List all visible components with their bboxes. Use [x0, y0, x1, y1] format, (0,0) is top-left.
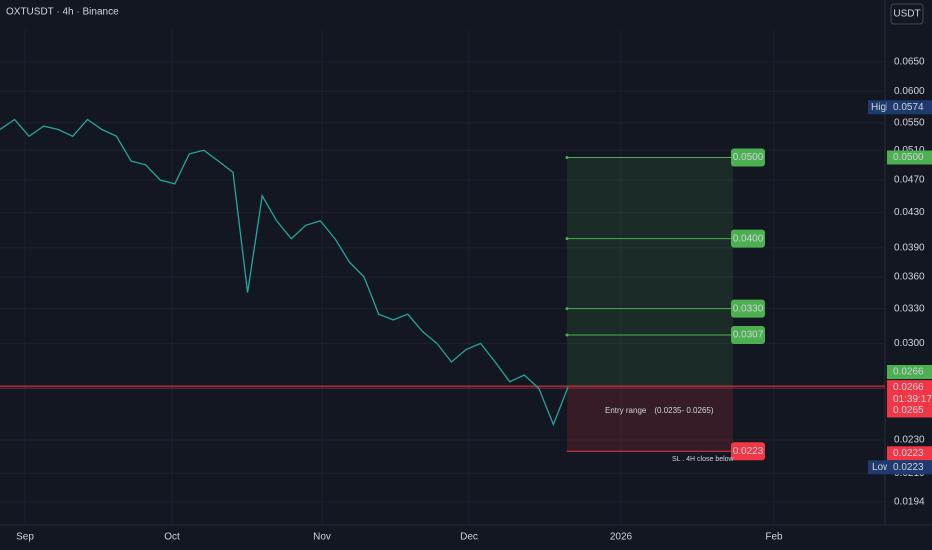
time-label: Nov: [313, 532, 331, 543]
stop-axis-tag-box: [887, 446, 932, 461]
price-tick-label: 0.0650: [894, 57, 925, 68]
time-label: Sep: [16, 532, 34, 543]
high-text: High: [871, 102, 892, 113]
target-label: 0.0500: [733, 152, 764, 163]
symbol: OXTUSDT · 4h · Binance: [6, 7, 119, 18]
price-tick-label: 0.0470: [894, 175, 925, 186]
price-line: [0, 118, 569, 427]
time-label: Oct: [164, 532, 180, 543]
entry-range: (0.0235- 0.0265): [654, 406, 713, 415]
target-tag: [731, 299, 765, 318]
time-label: Dec: [460, 532, 478, 543]
stop-axis-tag: 0.0223: [893, 448, 924, 459]
countdown: 01:39:17: [893, 394, 932, 405]
target-dot: [565, 307, 569, 311]
high-value: 0.0574: [893, 102, 924, 113]
high-box: [868, 100, 888, 115]
currency-button[interactable]: [890, 3, 924, 25]
target-tag: [731, 229, 765, 248]
entry-note: Entry range (0.0235- 0.0265): [605, 406, 714, 415]
low-value-box: [887, 460, 932, 475]
target-tag: [731, 325, 765, 344]
time-label: 2026: [610, 532, 633, 543]
stop-note: SL . 4H close below: [672, 456, 735, 463]
target-dot: [565, 333, 569, 337]
low-text: Low: [872, 462, 891, 473]
currency[interactable]: USDT: [893, 9, 920, 20]
low-box: [868, 460, 888, 475]
prev-tag-box: [887, 403, 932, 418]
price-tick-label: 0.0550: [894, 117, 925, 128]
target-axis-tag: 0.0500: [893, 152, 924, 163]
profit-zone: [567, 157, 733, 388]
price-tick-label: 0.0330: [894, 303, 925, 314]
low-value: 0.0223: [893, 462, 924, 473]
stop-tag: [731, 442, 765, 461]
target-label: 0.0307: [733, 330, 764, 341]
price-tick-label: 0.0194: [894, 497, 925, 508]
price-tick-label: 0.0390: [894, 243, 925, 254]
time-label: Feb: [765, 532, 783, 543]
target-axis-tag-box: [887, 150, 932, 165]
loss-zone: [567, 387, 733, 452]
target-label: 0.0400: [733, 233, 764, 244]
entry-text: Entry range: [605, 406, 647, 415]
target-label: 0.0330: [733, 303, 764, 314]
price-tick-label: 0.0230: [894, 435, 925, 446]
bid-tag-box: [887, 365, 932, 379]
price-tick-label: 0.0600: [894, 86, 925, 97]
prev-tag: 0.0265: [893, 405, 924, 416]
price-tick-label: 0.0360: [894, 272, 925, 283]
target-tag: [731, 148, 765, 167]
countdown-box: [887, 392, 932, 407]
target-dot: [565, 237, 569, 241]
target-dot: [565, 155, 569, 159]
stop-label: 0.0223: [733, 446, 764, 457]
price-tick-label: 0.0430: [894, 207, 925, 218]
high-value-box: [887, 100, 932, 115]
price-tick-label: 0.0510: [894, 145, 925, 156]
bid-tag: 0.0266: [893, 367, 924, 378]
last-tag: 0.0266: [893, 382, 924, 393]
price-tick-label: 0.0300: [894, 338, 925, 349]
last-tag-box: [887, 380, 932, 395]
